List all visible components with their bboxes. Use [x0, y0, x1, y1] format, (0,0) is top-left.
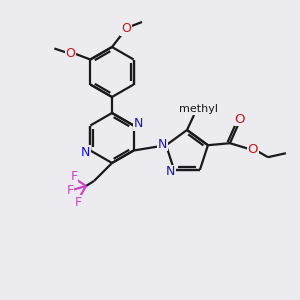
Text: N: N — [158, 138, 167, 151]
Text: O: O — [121, 22, 131, 35]
Text: F: F — [70, 169, 78, 182]
Text: N: N — [165, 165, 175, 178]
Text: N: N — [134, 117, 143, 130]
Text: F: F — [66, 184, 74, 196]
Text: methyl: methyl — [179, 104, 218, 114]
Text: F: F — [74, 196, 82, 208]
Text: O: O — [235, 113, 245, 126]
Text: O: O — [248, 143, 258, 156]
Text: O: O — [65, 47, 75, 60]
Text: N: N — [81, 146, 90, 159]
